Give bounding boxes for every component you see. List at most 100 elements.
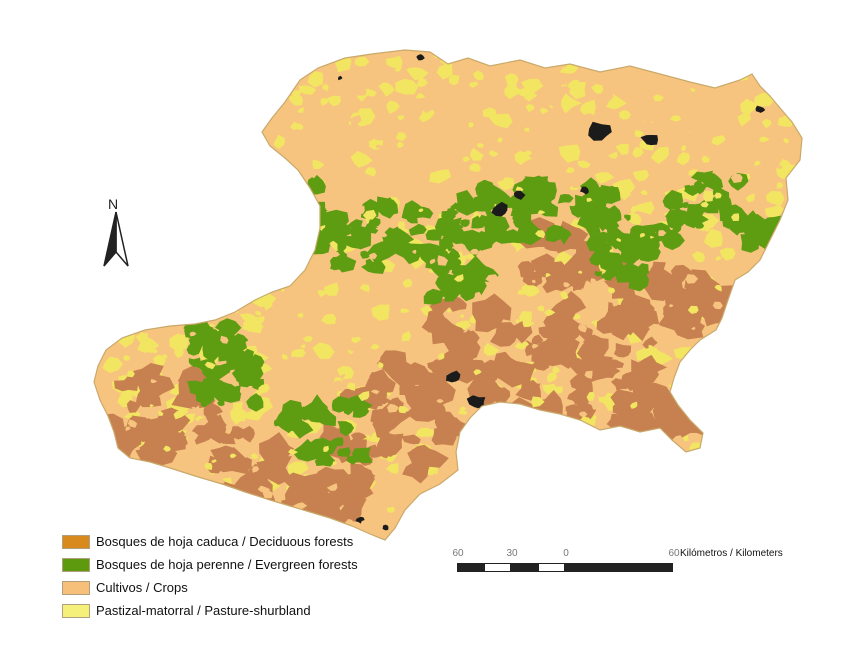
- mixed-patch: [669, 115, 682, 122]
- pasture-patch: [525, 463, 545, 477]
- pasture-patch: [595, 172, 615, 184]
- mixed-patch: [796, 82, 802, 88]
- scale-segment: [565, 563, 673, 572]
- mixed-patch: [590, 278, 597, 285]
- mixed-patch: [375, 144, 381, 149]
- evergreen-patch: [473, 214, 491, 228]
- deciduous-patch: [491, 387, 511, 404]
- pasture-patch: [142, 101, 161, 119]
- pasture-patch: [246, 50, 263, 60]
- pasture-patch: [265, 283, 272, 290]
- pasture-patch: [108, 461, 117, 468]
- mixed-patch: [165, 183, 170, 187]
- evergreen-patch: [589, 248, 606, 266]
- mixed-patch: [596, 417, 606, 425]
- pasture-patch: [121, 284, 141, 298]
- mixed-patch: [521, 341, 529, 347]
- deciduous-patch: [304, 476, 325, 493]
- mixed-patch: [285, 223, 294, 232]
- mixed-patch: [292, 521, 296, 526]
- pasture-patch: [640, 531, 652, 539]
- mixed-patch: [772, 424, 781, 431]
- mixed-patch: [178, 83, 184, 89]
- pasture-patch: [518, 53, 527, 60]
- pasture-patch: [740, 439, 746, 446]
- legend-label: Bosques de hoja perenne / Evergreen fore…: [96, 557, 358, 572]
- pasture-patch: [402, 279, 413, 288]
- pasture-patch: [508, 450, 523, 460]
- deciduous-patch: [517, 261, 536, 279]
- evergreen-patch: [309, 206, 319, 217]
- mixed-patch: [783, 138, 789, 144]
- evergreen-patch: [198, 338, 207, 347]
- deciduous-patch: [404, 385, 433, 409]
- mixed-patch: [331, 251, 340, 258]
- evergreen-patch: [532, 181, 557, 206]
- mixed-patch: [206, 116, 217, 124]
- pasture-patch: [758, 441, 774, 454]
- pasture-patch: [370, 343, 380, 350]
- mixed-patch: [320, 252, 333, 260]
- evergreen-patch: [192, 344, 200, 352]
- pasture-patch: [561, 93, 582, 114]
- mixed-patch: [164, 279, 172, 287]
- mixed-patch: [630, 205, 640, 214]
- pasture-patch: [149, 295, 166, 311]
- mixed-patch: [354, 87, 367, 96]
- pasture-patch: [118, 322, 128, 334]
- pasture-patch: [212, 201, 220, 209]
- mixed-patch: [346, 519, 354, 526]
- mixed-patch: [477, 415, 483, 422]
- pasture-patch: [791, 251, 802, 268]
- pasture-patch: [201, 50, 215, 55]
- pasture-patch: [298, 85, 317, 95]
- mixed-patch: [350, 115, 362, 127]
- mixed-patch: [594, 489, 601, 493]
- water-body: [513, 190, 526, 200]
- deciduous-patch: [472, 304, 505, 333]
- mixed-patch: [639, 233, 646, 238]
- pasture-patch: [415, 92, 426, 99]
- mixed-patch: [715, 378, 728, 389]
- pasture-patch: [449, 515, 456, 523]
- evergreen-patch: [485, 209, 495, 219]
- evergreen-patch: [423, 288, 444, 305]
- pasture-patch: [725, 374, 738, 383]
- evergreen-patch: [269, 196, 292, 210]
- evergreen-patch: [602, 244, 613, 253]
- mixed-patch: [249, 165, 261, 177]
- deciduous-patch: [569, 270, 592, 289]
- mixed-patch: [202, 273, 208, 277]
- deciduous-patch: [344, 437, 364, 455]
- mixed-patch: [141, 227, 152, 238]
- mixed-patch: [382, 151, 391, 157]
- mixed-patch: [167, 266, 177, 272]
- legend-item-deciduous: Bosques de hoja caduca / Deciduous fores…: [62, 530, 358, 553]
- evergreen-patch: [271, 180, 299, 197]
- pasture-patch: [462, 156, 470, 162]
- pasture-patch: [290, 121, 299, 130]
- pasture-patch: [94, 76, 99, 88]
- pasture-patch: [470, 147, 484, 161]
- mixed-patch: [685, 123, 696, 133]
- mixed-patch: [573, 511, 580, 518]
- pasture-patch: [789, 408, 802, 424]
- pasture-patch: [265, 243, 286, 262]
- mixed-patch: [730, 318, 741, 324]
- deciduous-patch: [212, 502, 227, 517]
- pasture-patch: [625, 528, 642, 540]
- deciduous-patch: [617, 291, 656, 326]
- evergreen-patch: [201, 364, 228, 386]
- deciduous-patch: [114, 374, 139, 392]
- mixed-patch: [777, 75, 784, 81]
- evergreen-patch: [264, 171, 293, 193]
- evergreen-patch: [281, 186, 306, 203]
- pasture-patch: [128, 77, 143, 85]
- legend-item-crops: Cultivos / Crops: [62, 576, 358, 599]
- mixed-patch: [273, 491, 283, 500]
- pasture-patch: [706, 522, 715, 528]
- pasture-patch: [672, 375, 691, 390]
- scale-segment: [484, 563, 511, 572]
- mixed-patch: [595, 389, 608, 398]
- mixed-patch: [194, 304, 201, 310]
